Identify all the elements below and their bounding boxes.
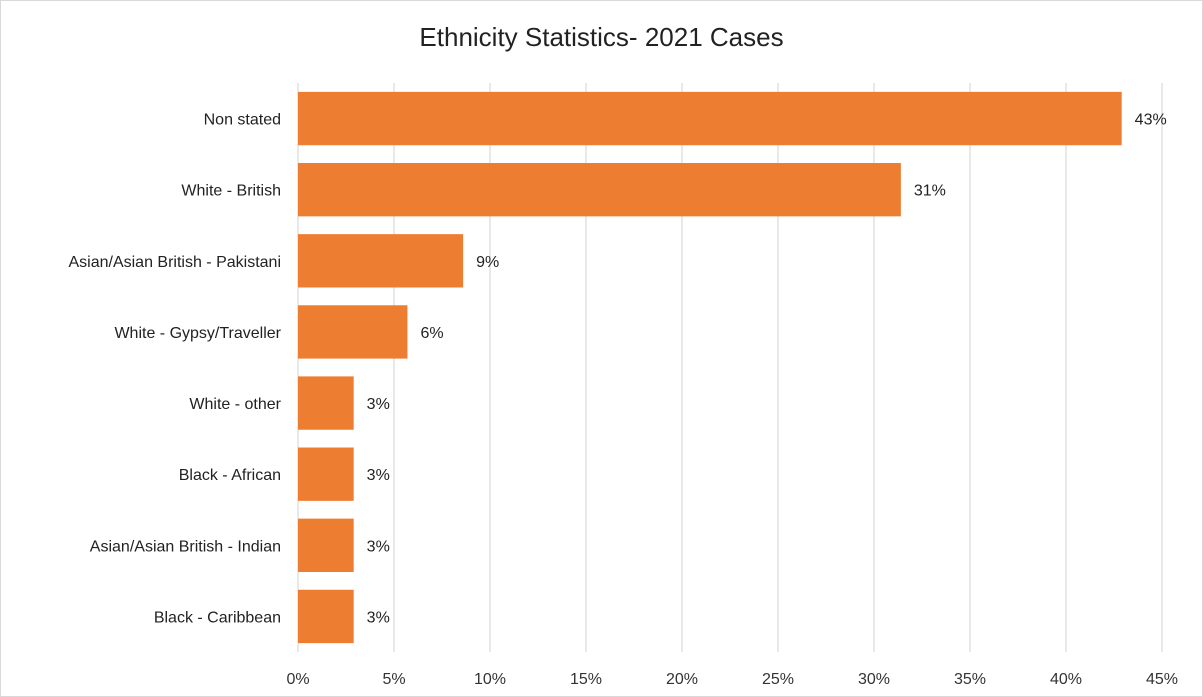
bar (298, 234, 464, 288)
data-label: 43% (1135, 112, 1167, 129)
bar (298, 447, 354, 501)
category-label: Asian/Asian British - Indian (90, 538, 281, 555)
x-tick-label: 25% (762, 671, 794, 688)
x-tick-labels: 0% 5% 10% 15% 20% 25% 30% 35% 40% 45% (286, 671, 1178, 688)
x-tick-label: 20% (666, 671, 698, 688)
x-tick-label: 0% (286, 671, 309, 688)
data-label: 3% (367, 609, 390, 626)
category-label: Asian/Asian British - Pakistani (68, 254, 281, 271)
category-labels: Non stated White - British Asian/Asian Bri… (68, 112, 281, 627)
chart-title: Ethnicity Statistics- 2021 Cases (419, 22, 784, 52)
x-tick-label: 5% (382, 671, 405, 688)
bars (298, 91, 1122, 644)
data-label: 3% (367, 467, 390, 484)
x-tick-label: 30% (858, 671, 890, 688)
data-label: 3% (367, 538, 390, 555)
bar (298, 91, 1122, 146)
x-tick-label: 35% (954, 671, 986, 688)
data-label: 9% (476, 254, 499, 271)
category-label: Non stated (204, 112, 281, 129)
data-labels: 43% 31% 9% 6% 3% 3% 3% 3% (367, 112, 1167, 627)
x-tick-label: 10% (474, 671, 506, 688)
category-label: White - other (189, 396, 281, 413)
bar (298, 305, 408, 359)
x-tick-label: 45% (1146, 671, 1178, 688)
x-tick-label: 40% (1050, 671, 1082, 688)
data-label: 31% (914, 183, 946, 200)
bar (298, 518, 354, 572)
bar (298, 163, 901, 217)
category-label: White - Gypsy/Traveller (114, 325, 281, 342)
x-tick-label: 15% (570, 671, 602, 688)
data-label: 6% (420, 325, 443, 342)
category-label: White - British (181, 183, 281, 200)
category-label: Black - African (179, 467, 281, 484)
data-label: 3% (367, 396, 390, 413)
bar (298, 589, 354, 644)
category-label: Black - Caribbean (154, 609, 281, 626)
bar (298, 376, 354, 430)
